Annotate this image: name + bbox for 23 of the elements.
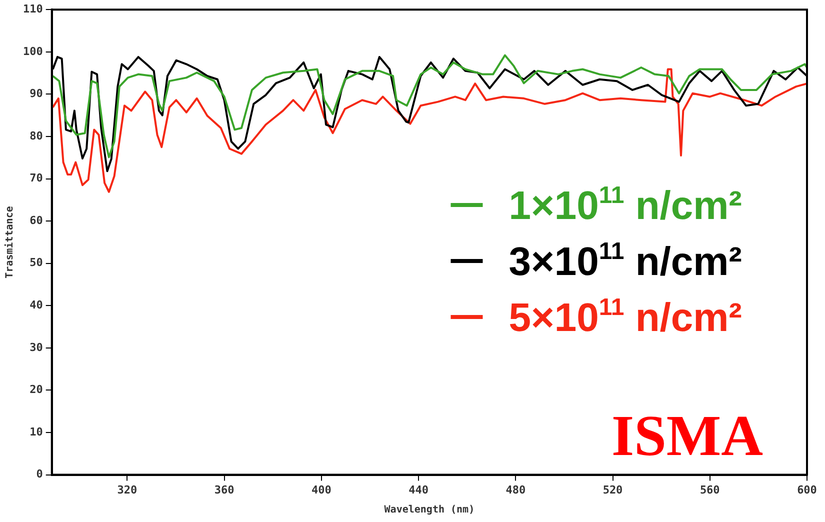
y-tick-label: 20 — [30, 383, 43, 396]
y-tick-label: 0 — [36, 468, 43, 481]
x-tick-label: 600 — [797, 483, 817, 496]
x-tick-label: 320 — [117, 483, 138, 496]
x-tick-label: 400 — [311, 483, 332, 496]
y-tick-label: 80 — [30, 129, 43, 142]
x-tick-label: 520 — [602, 483, 623, 496]
y-tick-label: 100 — [22, 44, 43, 58]
y-tick-label: 90 — [30, 87, 43, 100]
y-axis-title: Trasmittance — [4, 206, 16, 278]
x-tick-label: 480 — [506, 483, 526, 496]
x-axis-title: Wavelength (nm) — [384, 504, 475, 516]
y-tick-label: 10 — [30, 425, 43, 438]
x-tick-label: 560 — [700, 483, 720, 496]
x-tick-label: 360 — [214, 483, 234, 496]
x-tick-label: 440 — [408, 483, 428, 496]
annotation: ISMA — [612, 402, 764, 468]
y-tick-label: 40 — [30, 298, 43, 312]
y-tick-label: 50 — [30, 256, 43, 270]
y-tick-label: 30 — [30, 340, 43, 354]
y-tick-label: 110 — [22, 2, 43, 16]
y-tick-label: 60 — [30, 214, 43, 227]
y-tick-label: 70 — [30, 172, 43, 185]
